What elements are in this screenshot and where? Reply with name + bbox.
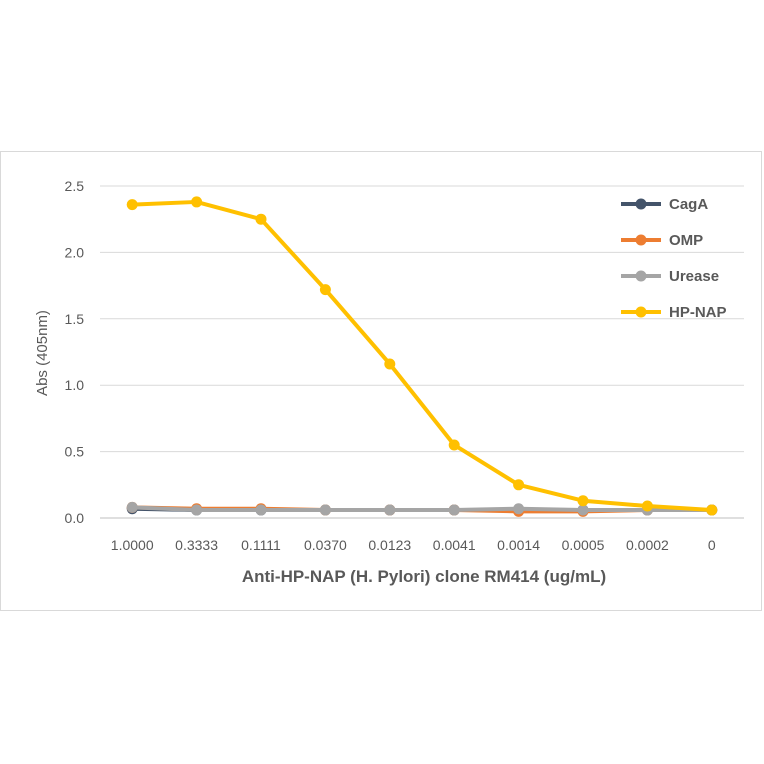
x-tick-label: 0.1111 bbox=[241, 537, 281, 553]
chart-area bbox=[0, 151, 762, 611]
x-axis-ticks: 1.0000 0.3333 0.1111 0.0370 0.0123 0.0041 0.00… bbox=[111, 537, 716, 553]
y-tick-label: 0.0 bbox=[65, 510, 85, 526]
x-tick-label: 0.0005 bbox=[562, 537, 605, 553]
y-tick-label: 2.5 bbox=[65, 178, 85, 194]
x-tick-label: 0.0370 bbox=[304, 537, 347, 553]
y-tick-label: 0.5 bbox=[65, 444, 85, 460]
legend-marker bbox=[635, 306, 647, 318]
legend-label: OMP bbox=[669, 232, 703, 249]
legend-item: HP-NAP bbox=[621, 304, 727, 321]
legend-marker bbox=[635, 198, 647, 210]
y-tick-label: 1.0 bbox=[65, 377, 85, 393]
legend-label: HP-NAP bbox=[669, 304, 727, 321]
series-lines bbox=[126, 196, 718, 517]
x-tick-label: 0 bbox=[708, 537, 716, 553]
data-point bbox=[255, 504, 267, 516]
y-axis-title: Abs (405nm) bbox=[34, 310, 51, 396]
y-tick-label: 1.5 bbox=[65, 311, 85, 327]
data-point bbox=[641, 500, 653, 512]
data-point bbox=[191, 504, 203, 516]
legend-item: CagA bbox=[621, 196, 708, 213]
data-point bbox=[191, 196, 203, 208]
data-point bbox=[255, 213, 267, 225]
legend-item: Urease bbox=[621, 268, 719, 285]
data-point bbox=[126, 501, 138, 513]
x-tick-label: 0.3333 bbox=[175, 537, 218, 553]
data-point bbox=[319, 504, 331, 516]
data-point bbox=[513, 479, 525, 491]
series-line bbox=[132, 199, 712, 513]
series-line bbox=[132, 505, 712, 513]
data-point bbox=[513, 503, 525, 515]
gridlines bbox=[100, 185, 744, 519]
legend-marker bbox=[635, 270, 647, 282]
data-point bbox=[706, 504, 718, 516]
legend-label: CagA bbox=[669, 196, 708, 213]
x-tick-label: 1.0000 bbox=[111, 537, 154, 553]
data-point bbox=[384, 358, 396, 370]
data-point bbox=[384, 504, 396, 516]
legend-label: Urease bbox=[669, 268, 719, 285]
data-point bbox=[448, 504, 460, 516]
series-hp-nap bbox=[126, 196, 718, 516]
x-axis-title: Anti-HP-NAP (H. Pylori) clone RM414 (ug/… bbox=[242, 567, 606, 586]
y-tick-label: 2.0 bbox=[65, 244, 85, 260]
legend: CagA OMP Urease HP-NAP bbox=[621, 196, 727, 321]
y-axis-ticks: 0.0 0.5 1.0 1.5 2.0 2.5 bbox=[65, 178, 85, 526]
x-tick-label: 0.0041 bbox=[433, 537, 476, 553]
data-point bbox=[577, 504, 589, 516]
data-point bbox=[319, 284, 331, 296]
legend-item: OMP bbox=[621, 232, 703, 249]
x-tick-label: 0.0014 bbox=[497, 537, 540, 553]
data-point bbox=[126, 199, 138, 211]
x-tick-label: 0.0002 bbox=[626, 537, 669, 553]
data-point bbox=[577, 495, 589, 507]
legend-marker bbox=[635, 234, 647, 246]
x-tick-label: 0.0123 bbox=[368, 537, 411, 553]
data-point bbox=[448, 439, 460, 451]
